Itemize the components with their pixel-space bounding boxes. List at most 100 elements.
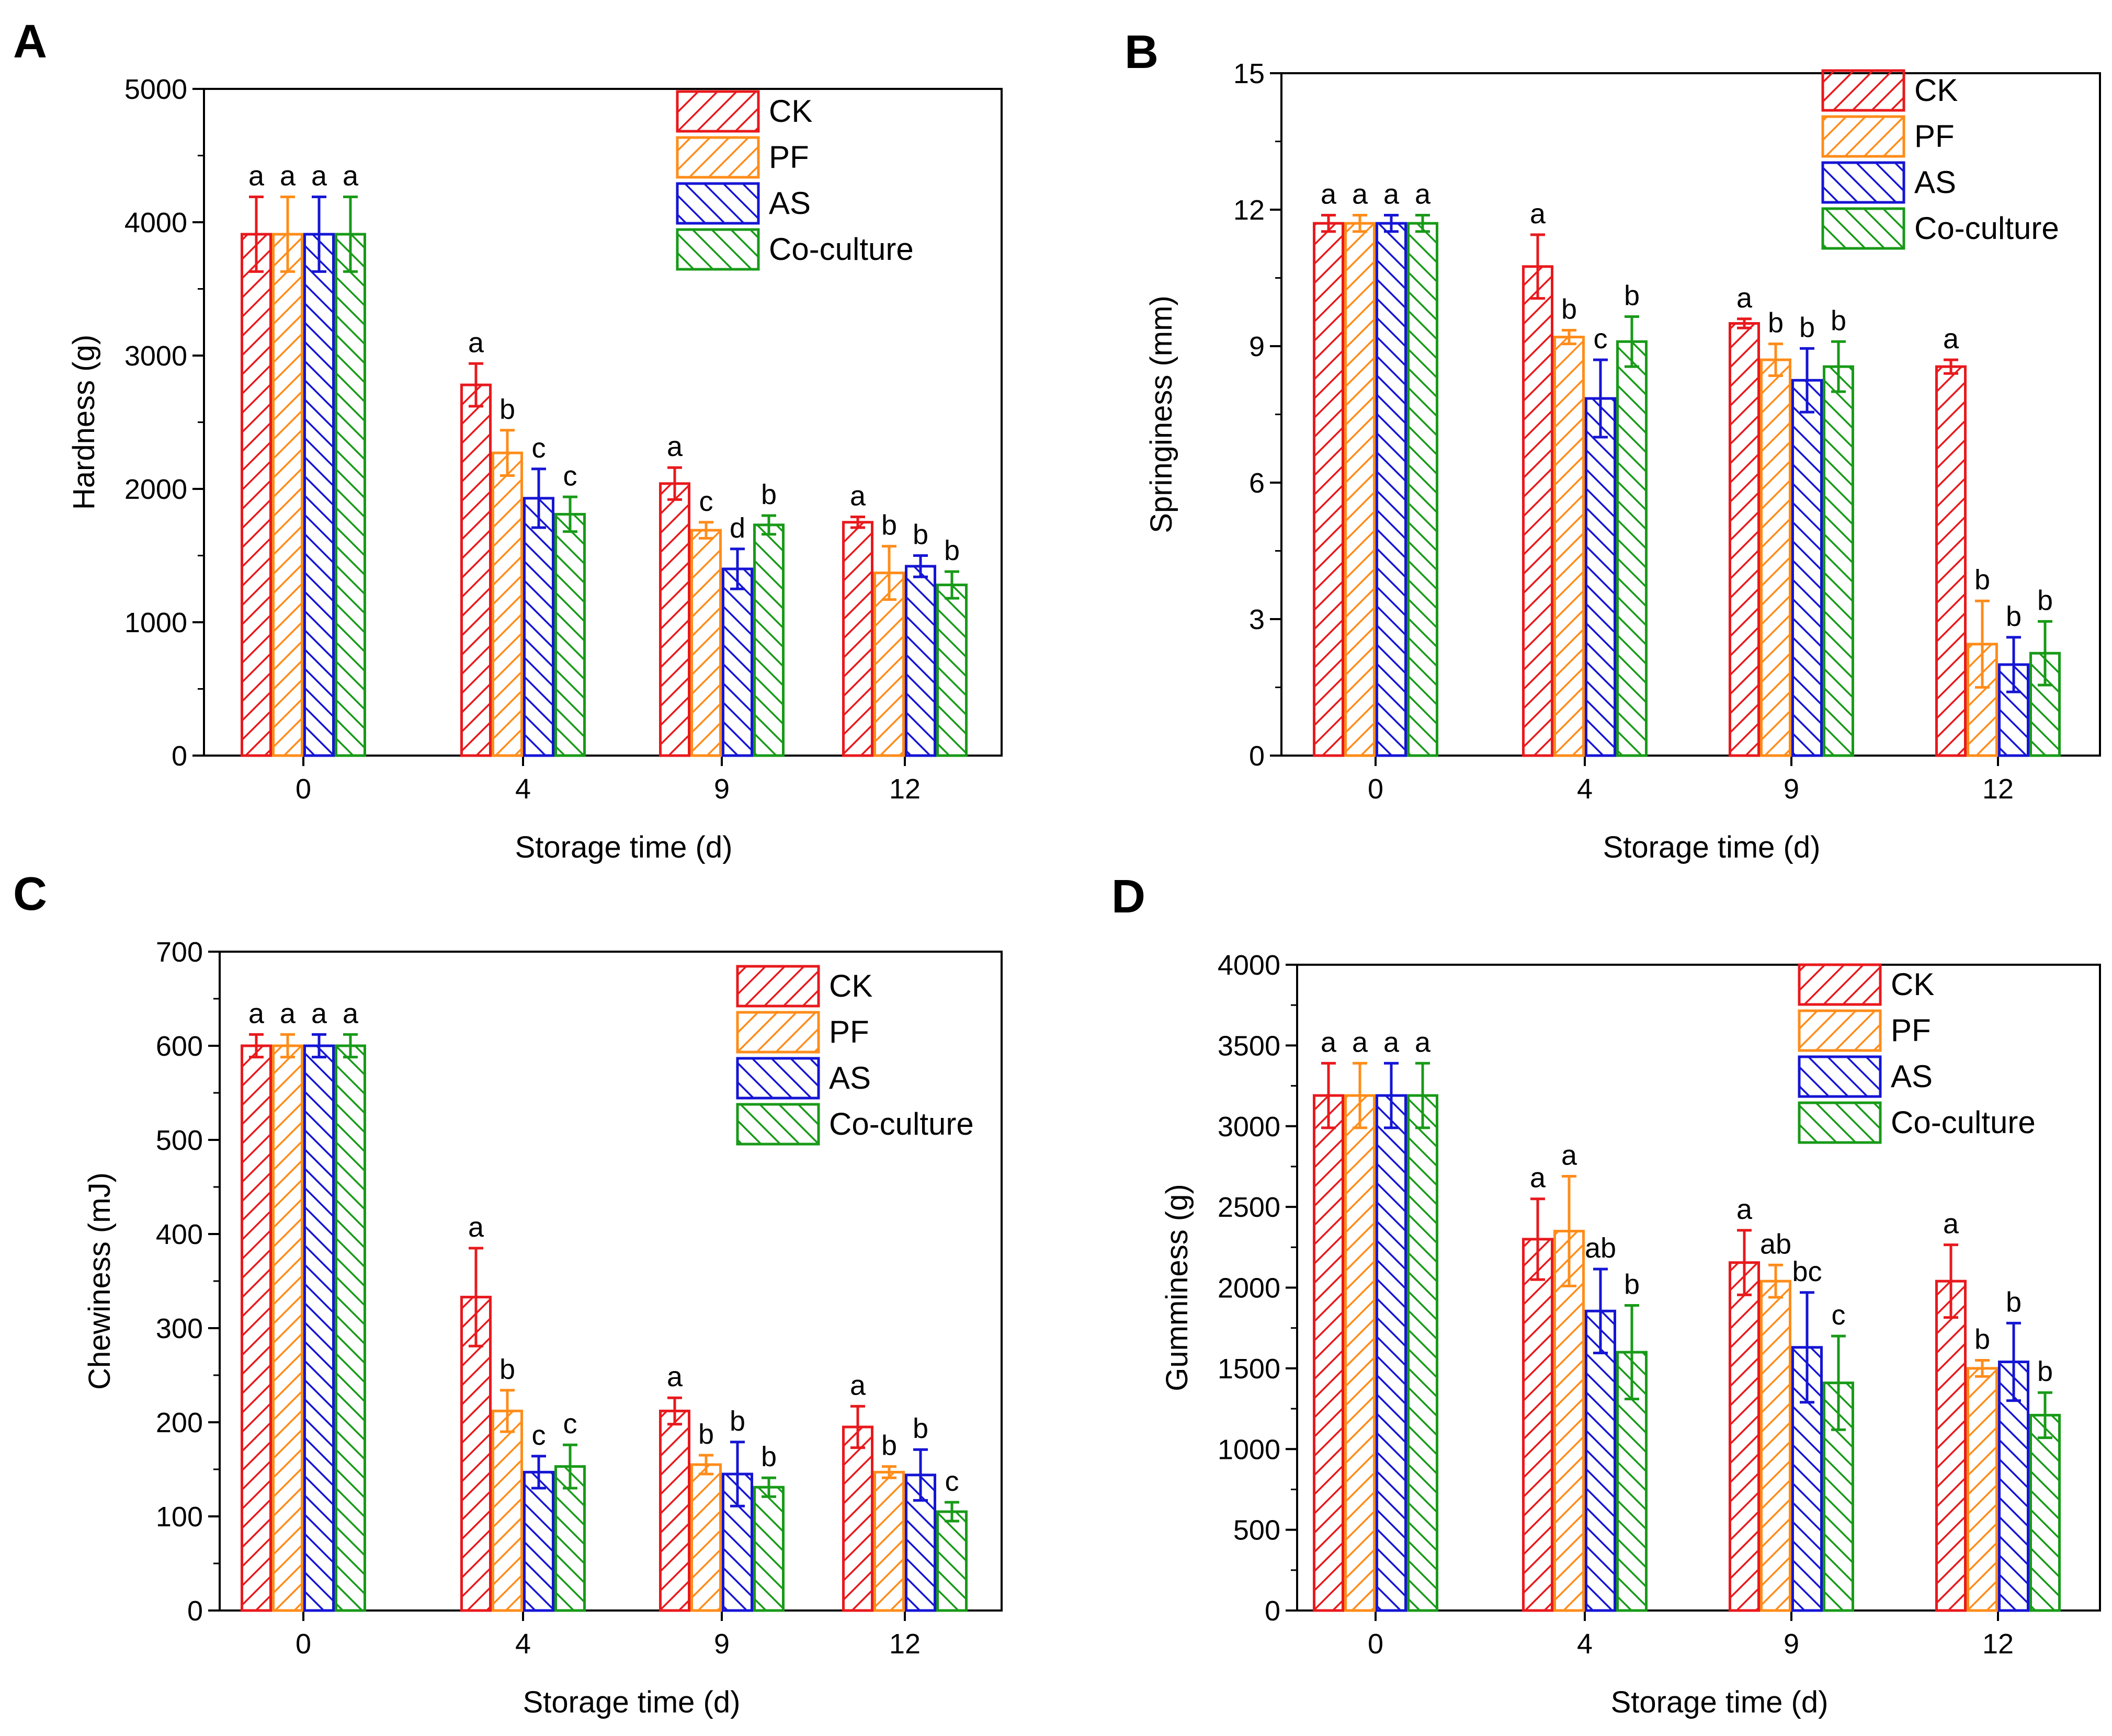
panel-b: B 0 3 6 9 12 15 Springiness (mm) 0 4 9 12 Storage ti… xyxy=(1125,26,2101,864)
panel-c-sig-label-co-culture: b xyxy=(761,1441,777,1472)
panel-a-y-tick-label: 1000 xyxy=(124,607,187,638)
panel-d-bar-as-4 xyxy=(1585,1309,1616,1612)
panel-d-y-tick-label: 4000 xyxy=(1218,950,1280,981)
panel-a-sig-label-ck: a xyxy=(248,161,265,192)
panel-a-bar-pf-0 xyxy=(272,233,303,757)
panel-a-legend-label-as: AS xyxy=(769,186,811,221)
panel-c-bar-ck-9 xyxy=(659,1409,690,1612)
panel-c-y-tick-label: 0 xyxy=(187,1595,203,1627)
panel-a-sig-label-as: c xyxy=(532,432,546,464)
panel-a-bar-co-culture-9 xyxy=(753,523,785,757)
panel-c-y-tick-label: 100 xyxy=(156,1501,203,1533)
panel-b-bar-ck-9 xyxy=(1729,322,1760,757)
panel-a-legend-swatch-co-culture xyxy=(676,228,760,271)
panel-b-bar-ck-4 xyxy=(1522,265,1553,757)
panel-c-y-axis-title: Chewiness (mJ) xyxy=(83,1172,117,1390)
panel-a-sig-label-as: a xyxy=(311,161,327,192)
panel-c-legend-label-co-culture: Co-culture xyxy=(829,1106,974,1141)
panel-c-sig-label-pf: b xyxy=(499,1354,515,1385)
panel-d-y-tick-label: 1500 xyxy=(1218,1353,1280,1385)
panel-c-legend-swatch-co-culture xyxy=(736,1103,820,1146)
panel-a-y-tick-label: 2000 xyxy=(124,474,187,505)
panel-a-bar-co-culture-4 xyxy=(554,512,586,757)
panel-a-x-axis-title: Storage time (d) xyxy=(515,830,733,864)
panel-c-y-tick-label: 300 xyxy=(156,1313,203,1344)
panel-b-sig-label-as: c xyxy=(1594,323,1608,355)
panel-d-legend-label-co-culture: Co-culture xyxy=(1891,1105,2036,1140)
panel-d-sig-label-co-culture: b xyxy=(2037,1356,2053,1387)
panel-d-x-tick-label: 4 xyxy=(1577,1628,1593,1660)
panel-b-sig-label-ck: a xyxy=(1530,198,1546,230)
panel-c-sig-label-ck: a xyxy=(468,1212,484,1243)
panel-a-bar-co-culture-12 xyxy=(936,584,968,757)
panel-c-bar-co-culture-12 xyxy=(936,1510,968,1612)
panel-b-legend-swatch-as xyxy=(1821,161,1905,204)
panel-b-y-tick-label: 9 xyxy=(1249,331,1265,362)
panel-b-sig-label-pf: a xyxy=(1352,178,1368,210)
panel-c-sig-label-co-culture: c xyxy=(945,1466,959,1497)
panel-d-y-tick-label: 1000 xyxy=(1218,1434,1280,1465)
panel-a-sig-label-ck: a xyxy=(850,481,866,512)
panel-d-bar-pf-4 xyxy=(1553,1229,1585,1612)
panel-c-bar-co-culture-9 xyxy=(753,1486,785,1612)
panel-d-sig-label-ck: a xyxy=(1530,1162,1546,1194)
panel-d-y-axis-title: Gumminess (g) xyxy=(1160,1184,1194,1391)
panel-b-sig-label-pf: b xyxy=(1561,294,1577,325)
panel-c-legend-swatch-pf xyxy=(736,1011,820,1054)
panel-c-bar-as-0 xyxy=(303,1044,335,1612)
panel-a-bar-ck-9 xyxy=(659,482,690,757)
panel-c-sig-label-pf: b xyxy=(881,1430,897,1461)
panel-d-sig-label-as: ab xyxy=(1585,1232,1616,1264)
panel-c-x-tick-label: 4 xyxy=(515,1628,531,1660)
panel-a: A 0 1000 2000 3000 4000 5000 Hardness (g) 0 4 9 12 S… xyxy=(13,16,1003,864)
panel-d-sig-label-pf: b xyxy=(1974,1323,1990,1355)
panel-c-legend-label-ck: CK xyxy=(829,968,872,1003)
panel-d-bar-ck-9 xyxy=(1729,1261,1760,1612)
panel-d-letter: D xyxy=(1111,871,1145,923)
panel-b-legend-swatch-ck xyxy=(1821,69,1905,112)
panel-a-bar-pf-4 xyxy=(492,451,523,757)
panel-a-x-tick-label: 0 xyxy=(296,773,311,805)
panel-c-sig-label-co-culture: a xyxy=(343,998,359,1029)
panel-d-sig-label-ck: a xyxy=(1943,1208,1959,1240)
panel-c-x-tick-label: 9 xyxy=(714,1628,730,1660)
panel-a-sig-label-co-culture: b xyxy=(761,479,777,510)
panel-d-sig-label-as: bc xyxy=(1792,1256,1822,1287)
panel-a-bar-as-9 xyxy=(722,567,753,757)
panel-d-bar-ck-4 xyxy=(1522,1238,1553,1612)
panel-d-x-tick-label: 0 xyxy=(1368,1628,1383,1660)
panel-b-sig-label-co-culture: b xyxy=(1831,305,1846,336)
panel-d-sig-label-pf: ab xyxy=(1760,1228,1791,1260)
panel-d-bar-co-culture-12 xyxy=(2029,1413,2061,1612)
panel-c-sig-label-pf: b xyxy=(698,1419,714,1450)
panel-b-sig-label-pf: b xyxy=(1974,564,1990,596)
panel-b-y-tick-label: 3 xyxy=(1249,604,1265,635)
panel-c-bar-ck-0 xyxy=(241,1044,272,1612)
panel-a-bar-as-4 xyxy=(523,497,554,757)
panel-c-bar-pf-4 xyxy=(492,1409,523,1612)
panel-c-sig-label-ck: a xyxy=(850,1369,866,1401)
panel-c-legend-label-as: AS xyxy=(829,1060,871,1095)
panel-d-sig-label-co-culture: b xyxy=(1624,1269,1640,1300)
panel-a-letter: A xyxy=(13,16,47,68)
panel-c-sig-label-as: a xyxy=(311,998,327,1029)
panel-b-bar-pf-0 xyxy=(1344,222,1376,757)
panel-a-sig-label-ck: a xyxy=(667,431,683,462)
panel-c-y-tick-label: 500 xyxy=(156,1125,203,1156)
panel-a-legend-swatch-pf xyxy=(676,136,760,179)
panel-b-x-tick-label: 4 xyxy=(1577,773,1593,805)
panel-b-legend-swatch-pf xyxy=(1821,115,1905,158)
panel-d-sig-label-ck: a xyxy=(1321,1026,1337,1058)
panel-d-legend-label-as: AS xyxy=(1891,1059,1933,1094)
panel-c-x-tick-label: 0 xyxy=(296,1628,311,1660)
panel-a-sig-label-pf: b xyxy=(499,394,515,425)
panel-c-y-tick-label: 400 xyxy=(156,1219,203,1250)
panel-d: D 0 500 1000 1500 2000 2500 3000 3500 4000 Gummine… xyxy=(1111,871,2101,1719)
panel-d-x-tick-label: 12 xyxy=(1982,1628,2014,1660)
panel-b-sig-label-ck: a xyxy=(1736,282,1753,314)
panel-b-sig-label-co-culture: b xyxy=(2037,585,2053,616)
panel-c-y-tick-label: 700 xyxy=(156,936,203,968)
panel-b-bar-pf-9 xyxy=(1760,358,1791,757)
panel-a-y-tick-label: 4000 xyxy=(124,207,187,238)
